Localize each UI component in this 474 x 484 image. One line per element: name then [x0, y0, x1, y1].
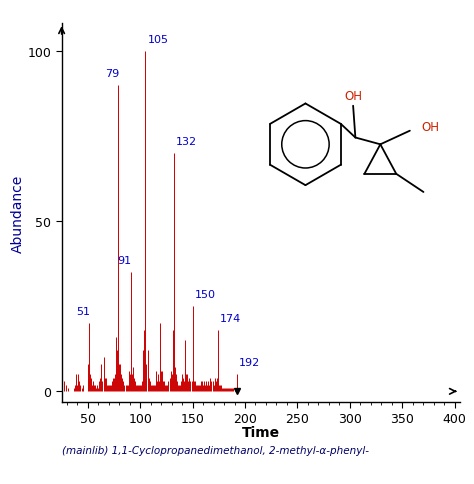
Text: 132: 132 — [176, 136, 197, 147]
Y-axis label: Abundance: Abundance — [10, 174, 25, 252]
Text: 150: 150 — [195, 290, 216, 300]
Text: 91: 91 — [118, 256, 132, 266]
Text: (mainlib) 1,1-Cyclopropanedimethanol, 2-methyl-α-phenyl-: (mainlib) 1,1-Cyclopropanedimethanol, 2-… — [62, 445, 369, 454]
Text: 174: 174 — [220, 314, 241, 323]
Text: Time: Time — [242, 425, 280, 439]
Text: 51: 51 — [77, 307, 91, 317]
Text: 105: 105 — [147, 35, 169, 45]
Text: 192: 192 — [239, 358, 260, 368]
Text: 79: 79 — [105, 69, 119, 78]
